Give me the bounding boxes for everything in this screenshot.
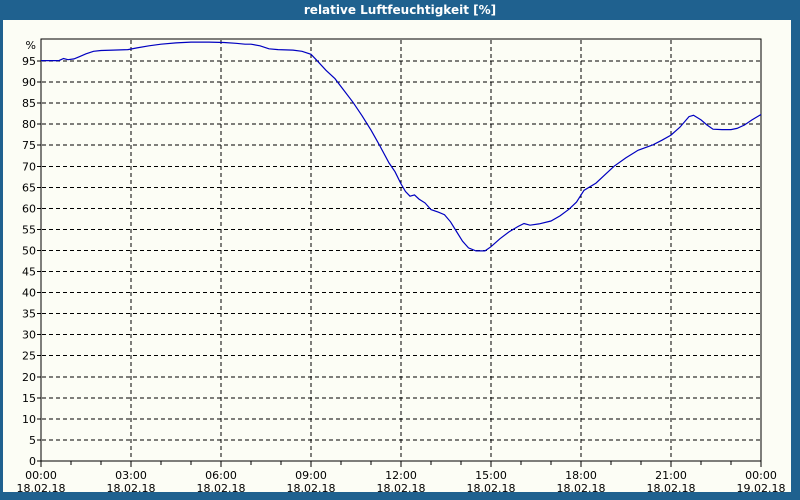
x-tick-time-label: 18:00 [565, 469, 597, 482]
window-titlebar: relative Luftfeuchtigkeit [%] [0, 0, 800, 20]
x-tick-date-label: 18.02.18 [107, 482, 156, 492]
x-tick-date-label: 18.02.18 [377, 482, 426, 492]
x-tick-time-label: 09:00 [295, 469, 327, 482]
x-tick-date-label: 18.02.18 [557, 482, 606, 492]
y-tick-label: 95 [22, 55, 36, 68]
x-tick-date-label: 18.02.18 [287, 482, 336, 492]
y-tick-label: 80 [22, 118, 36, 131]
y-tick-label: 65 [22, 181, 36, 194]
y-tick-label: 75 [22, 139, 36, 152]
y-tick-label: 30 [22, 329, 36, 342]
y-tick-label: 60 [22, 202, 36, 215]
y-tick-label: 55 [22, 223, 36, 236]
y-axis-unit-label: % [26, 39, 36, 52]
x-tick-date-label: 18.02.18 [197, 482, 246, 492]
x-tick-time-label: 15:00 [475, 469, 507, 482]
y-tick-label: 40 [22, 287, 36, 300]
y-tick-label: 45 [22, 266, 36, 279]
y-tick-label: 10 [22, 413, 36, 426]
y-tick-label: 5 [29, 434, 36, 447]
series-line-relative-luftfeuchtigkeit [41, 41, 762, 252]
x-tick-time-label: 03:00 [115, 469, 147, 482]
x-tick-time-label: 12:00 [385, 469, 417, 482]
plot-frame [40, 38, 762, 462]
y-tick-label: 35 [22, 308, 36, 321]
y-tick-label: 20 [22, 371, 36, 384]
x-tick-date-label: 19.02.18 [737, 482, 786, 492]
y-tick-label: 25 [22, 350, 36, 363]
chart-area: 0 5 10 15 20 25 30 35 40 45 50 55 60 65 70 75 80 85 90 95% 0… [3, 20, 791, 492]
y-tick-label: 0 [29, 455, 36, 468]
y-tick-label: 90 [22, 76, 36, 89]
x-tick-date-label: 18.02.18 [647, 482, 696, 492]
window-title: relative Luftfeuchtigkeit [%] [303, 3, 497, 17]
x-tick-time-label: 00:00 [745, 469, 777, 482]
x-tick-time-label: 00:00 [25, 469, 57, 482]
y-tick-label: 15 [22, 392, 36, 405]
y-tick-label: 85 [22, 97, 36, 110]
x-tick-time-label: 06:00 [205, 469, 237, 482]
y-tick-label: 70 [22, 160, 36, 173]
y-tick-label: 50 [22, 244, 36, 257]
chart-svg: 0 5 10 15 20 25 30 35 40 45 50 55 60 65 70 75 80 85 90 95% 0… [17, 38, 786, 492]
x-tick-date-label: 18.02.18 [467, 482, 516, 492]
x-tick-date-label: 18.02.18 [17, 482, 66, 492]
x-tick-time-label: 21:00 [655, 469, 687, 482]
